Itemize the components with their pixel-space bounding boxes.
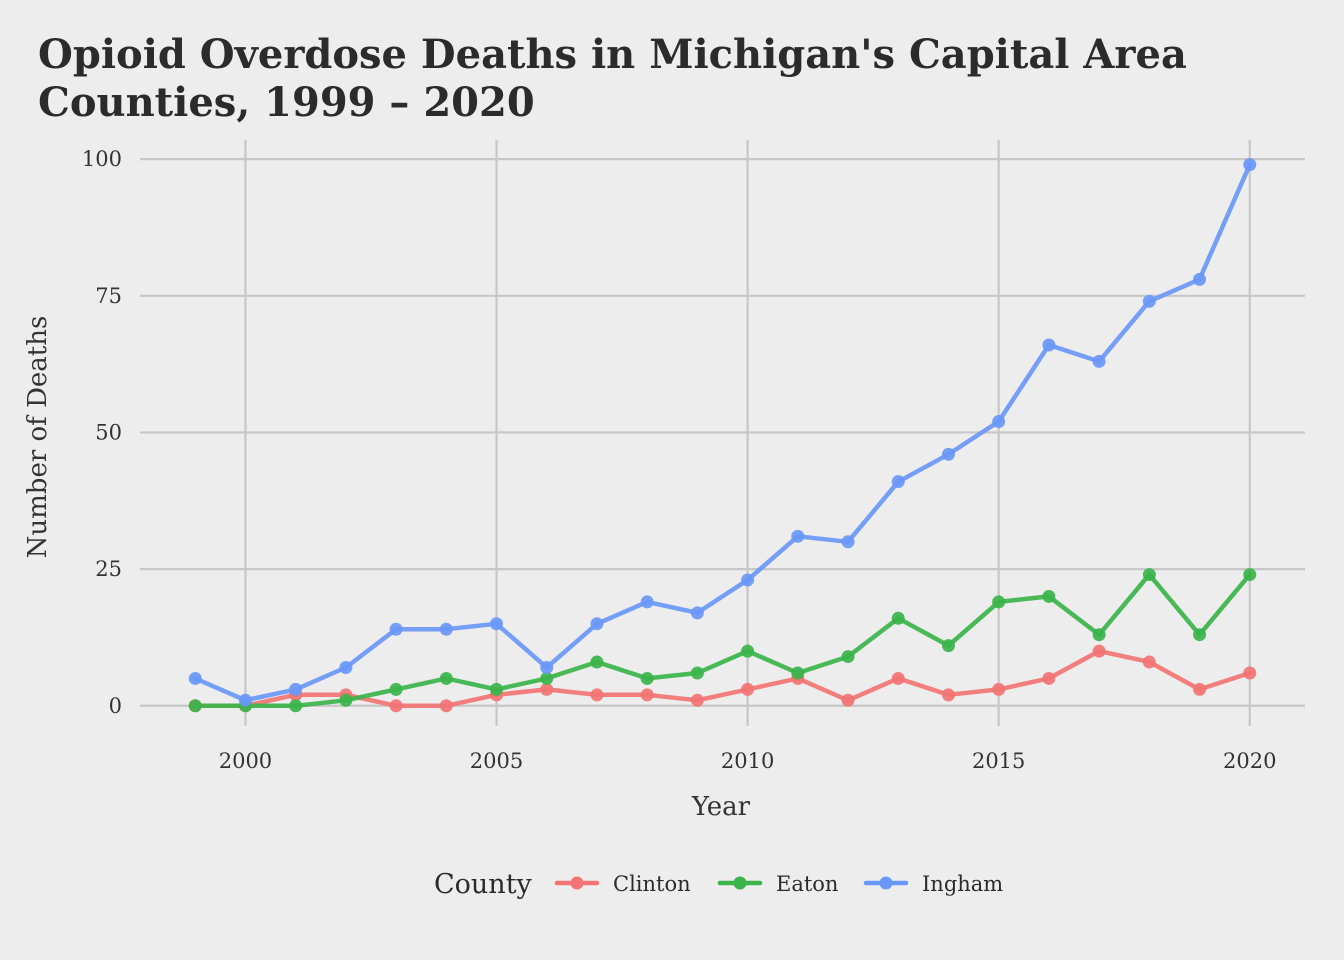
point-eaton-2013 xyxy=(891,611,905,625)
y-tick-label-100: 100 xyxy=(82,147,122,171)
point-eaton-2019 xyxy=(1193,628,1207,642)
point-ingham-2006 xyxy=(540,661,554,675)
point-ingham-2005 xyxy=(490,617,504,631)
gridlines xyxy=(140,140,1305,726)
point-clinton-2019 xyxy=(1193,682,1207,696)
x-axis-ticks: 2000 2005 2010 2015 2020 xyxy=(219,749,1277,773)
point-eaton-2010 xyxy=(741,644,755,658)
point-clinton-2006 xyxy=(540,682,554,696)
point-eaton-2020 xyxy=(1243,568,1257,582)
x-axis-title: Year xyxy=(691,792,751,822)
point-clinton-2009 xyxy=(690,693,704,707)
point-ingham-2007 xyxy=(590,617,604,631)
y-axis-title: Number of Deaths xyxy=(23,316,53,559)
point-eaton-2011 xyxy=(791,666,805,680)
point-clinton-2003 xyxy=(389,699,403,713)
point-ingham-2019 xyxy=(1193,272,1207,286)
point-clinton-2008 xyxy=(640,688,654,702)
point-eaton-2018 xyxy=(1142,568,1156,582)
point-eaton-2005 xyxy=(490,682,504,696)
point-eaton-2015 xyxy=(992,595,1006,609)
point-ingham-2004 xyxy=(439,622,453,636)
legend: County Clinton Eaton Ingham xyxy=(434,869,1003,900)
series-line-eaton xyxy=(192,572,1253,709)
series-ingham xyxy=(188,158,1257,707)
point-ingham-1999 xyxy=(188,671,202,685)
point-eaton-2014 xyxy=(941,639,955,653)
legend-dot-ingham xyxy=(879,876,893,890)
point-clinton-2018 xyxy=(1142,655,1156,669)
point-eaton-2017 xyxy=(1092,628,1106,642)
point-clinton-2016 xyxy=(1042,671,1056,685)
point-ingham-2002 xyxy=(339,661,353,675)
y-tick-label-0: 0 xyxy=(109,694,122,718)
point-ingham-2000 xyxy=(238,693,252,707)
point-clinton-2012 xyxy=(841,693,855,707)
point-ingham-2013 xyxy=(891,475,905,489)
point-clinton-2020 xyxy=(1243,666,1257,680)
legend-label-ingham: Ingham xyxy=(922,872,1003,896)
point-ingham-2014 xyxy=(941,447,955,461)
point-eaton-2012 xyxy=(841,650,855,664)
legend-title: County xyxy=(434,869,533,900)
point-clinton-2014 xyxy=(941,688,955,702)
chart-title-line-1: Opioid Overdose Deaths in Michigan's Cap… xyxy=(38,31,1187,78)
point-ingham-2015 xyxy=(992,415,1006,429)
x-tick-label-2005: 2005 xyxy=(470,749,523,773)
point-eaton-2009 xyxy=(690,666,704,680)
point-ingham-2012 xyxy=(841,535,855,549)
point-ingham-2009 xyxy=(690,606,704,620)
point-eaton-2001 xyxy=(289,699,303,713)
x-tick-label-2010: 2010 xyxy=(721,749,774,773)
point-eaton-2004 xyxy=(439,671,453,685)
y-tick-label-75: 75 xyxy=(95,284,122,308)
y-tick-label-25: 25 xyxy=(95,557,122,581)
legend-dot-clinton xyxy=(570,876,584,890)
point-eaton-2006 xyxy=(540,671,554,685)
point-ingham-2010 xyxy=(741,573,755,587)
point-eaton-2008 xyxy=(640,671,654,685)
point-clinton-2015 xyxy=(992,682,1006,696)
legend-item-eaton: Eaton xyxy=(717,872,838,896)
series-line-ingham xyxy=(192,162,1253,703)
point-eaton-2016 xyxy=(1042,589,1056,603)
point-eaton-1999 xyxy=(188,699,202,713)
point-ingham-2011 xyxy=(791,529,805,543)
point-ingham-2017 xyxy=(1092,354,1106,368)
point-ingham-2020 xyxy=(1243,158,1257,172)
series-layer xyxy=(188,158,1257,713)
point-ingham-2016 xyxy=(1042,338,1056,352)
legend-dot-eaton xyxy=(733,876,747,890)
point-ingham-2018 xyxy=(1142,294,1156,308)
legend-label-clinton: Clinton xyxy=(613,872,691,896)
point-eaton-2003 xyxy=(389,682,403,696)
point-clinton-2004 xyxy=(439,699,453,713)
series-line-clinton xyxy=(192,648,1253,709)
legend-item-ingham: Ingham xyxy=(863,872,1003,896)
point-ingham-2008 xyxy=(640,595,654,609)
point-eaton-2007 xyxy=(590,655,604,669)
legend-item-clinton: Clinton xyxy=(554,872,691,896)
point-clinton-2010 xyxy=(741,682,755,696)
point-clinton-2007 xyxy=(590,688,604,702)
chart-title-line-2: Counties, 1999 – 2020 xyxy=(38,79,535,126)
x-tick-label-2015: 2015 xyxy=(972,749,1025,773)
x-tick-label-2020: 2020 xyxy=(1223,749,1276,773)
point-eaton-2002 xyxy=(339,693,353,707)
y-axis-ticks: 0 25 50 75 100 xyxy=(82,147,122,718)
point-clinton-2013 xyxy=(891,671,905,685)
point-ingham-2001 xyxy=(289,682,303,696)
point-clinton-2017 xyxy=(1092,644,1106,658)
x-tick-label-2000: 2000 xyxy=(219,749,272,773)
legend-label-eaton: Eaton xyxy=(776,872,838,896)
point-ingham-2003 xyxy=(389,622,403,636)
y-tick-label-50: 50 xyxy=(95,420,122,444)
